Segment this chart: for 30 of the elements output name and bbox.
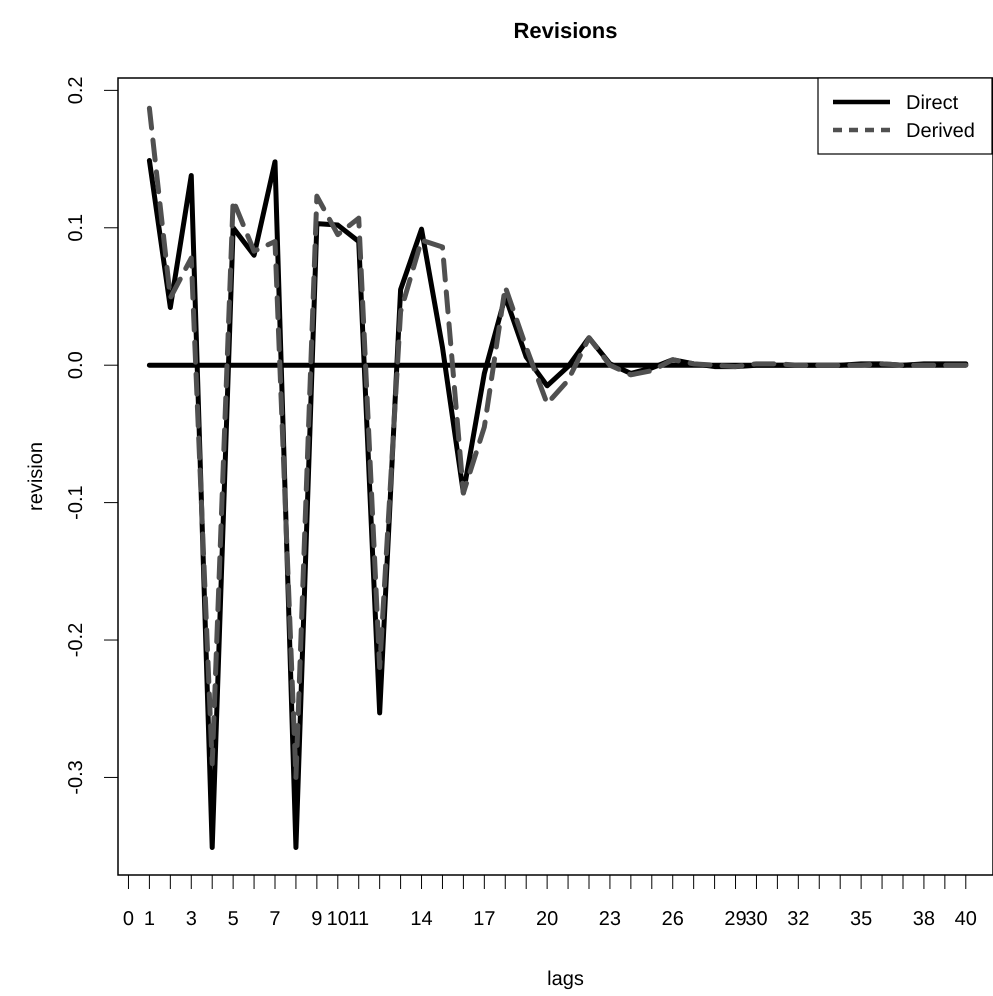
x-tick-label: 7 <box>269 908 281 930</box>
legend-label: Derived <box>906 120 975 142</box>
x-tick-label: 35 <box>850 908 872 930</box>
legend-label: Direct <box>906 92 959 114</box>
x-tick-label: 20 <box>536 908 558 930</box>
x-tick-label: 26 <box>662 908 684 930</box>
x-tick-label: 29 <box>724 908 747 930</box>
y-tick-label: -0.2 <box>65 622 87 658</box>
x-tick-label: 9 <box>311 908 322 930</box>
y-tick-label: 0.2 <box>65 76 87 104</box>
chart-title: Revisions <box>514 18 618 43</box>
x-tick-label: 5 <box>228 908 239 930</box>
x-tick-label: 3 <box>186 908 197 930</box>
x-tick-label: 11 <box>348 908 370 930</box>
x-tick-label: 0 <box>122 908 134 930</box>
y-tick-label: 0.0 <box>65 351 87 380</box>
x-tick-label: 14 <box>410 908 433 930</box>
y-tick-label: 0.1 <box>65 214 87 242</box>
x-axis-title: lags <box>547 968 584 990</box>
x-tick-label: 40 <box>954 908 977 930</box>
y-axis-title: revision <box>25 442 47 511</box>
x-tick-label: 17 <box>473 908 496 930</box>
y-tick-label: -0.3 <box>65 760 87 795</box>
y-tick-label: -0.1 <box>65 485 87 520</box>
x-tick-label: 10 <box>326 908 349 930</box>
x-tick-label: 32 <box>787 908 810 930</box>
x-tick-label: 1 <box>144 908 155 930</box>
x-tick-label: 23 <box>598 908 622 930</box>
x-tick-label: 38 <box>912 908 936 930</box>
x-tick-label: 30 <box>745 908 768 930</box>
